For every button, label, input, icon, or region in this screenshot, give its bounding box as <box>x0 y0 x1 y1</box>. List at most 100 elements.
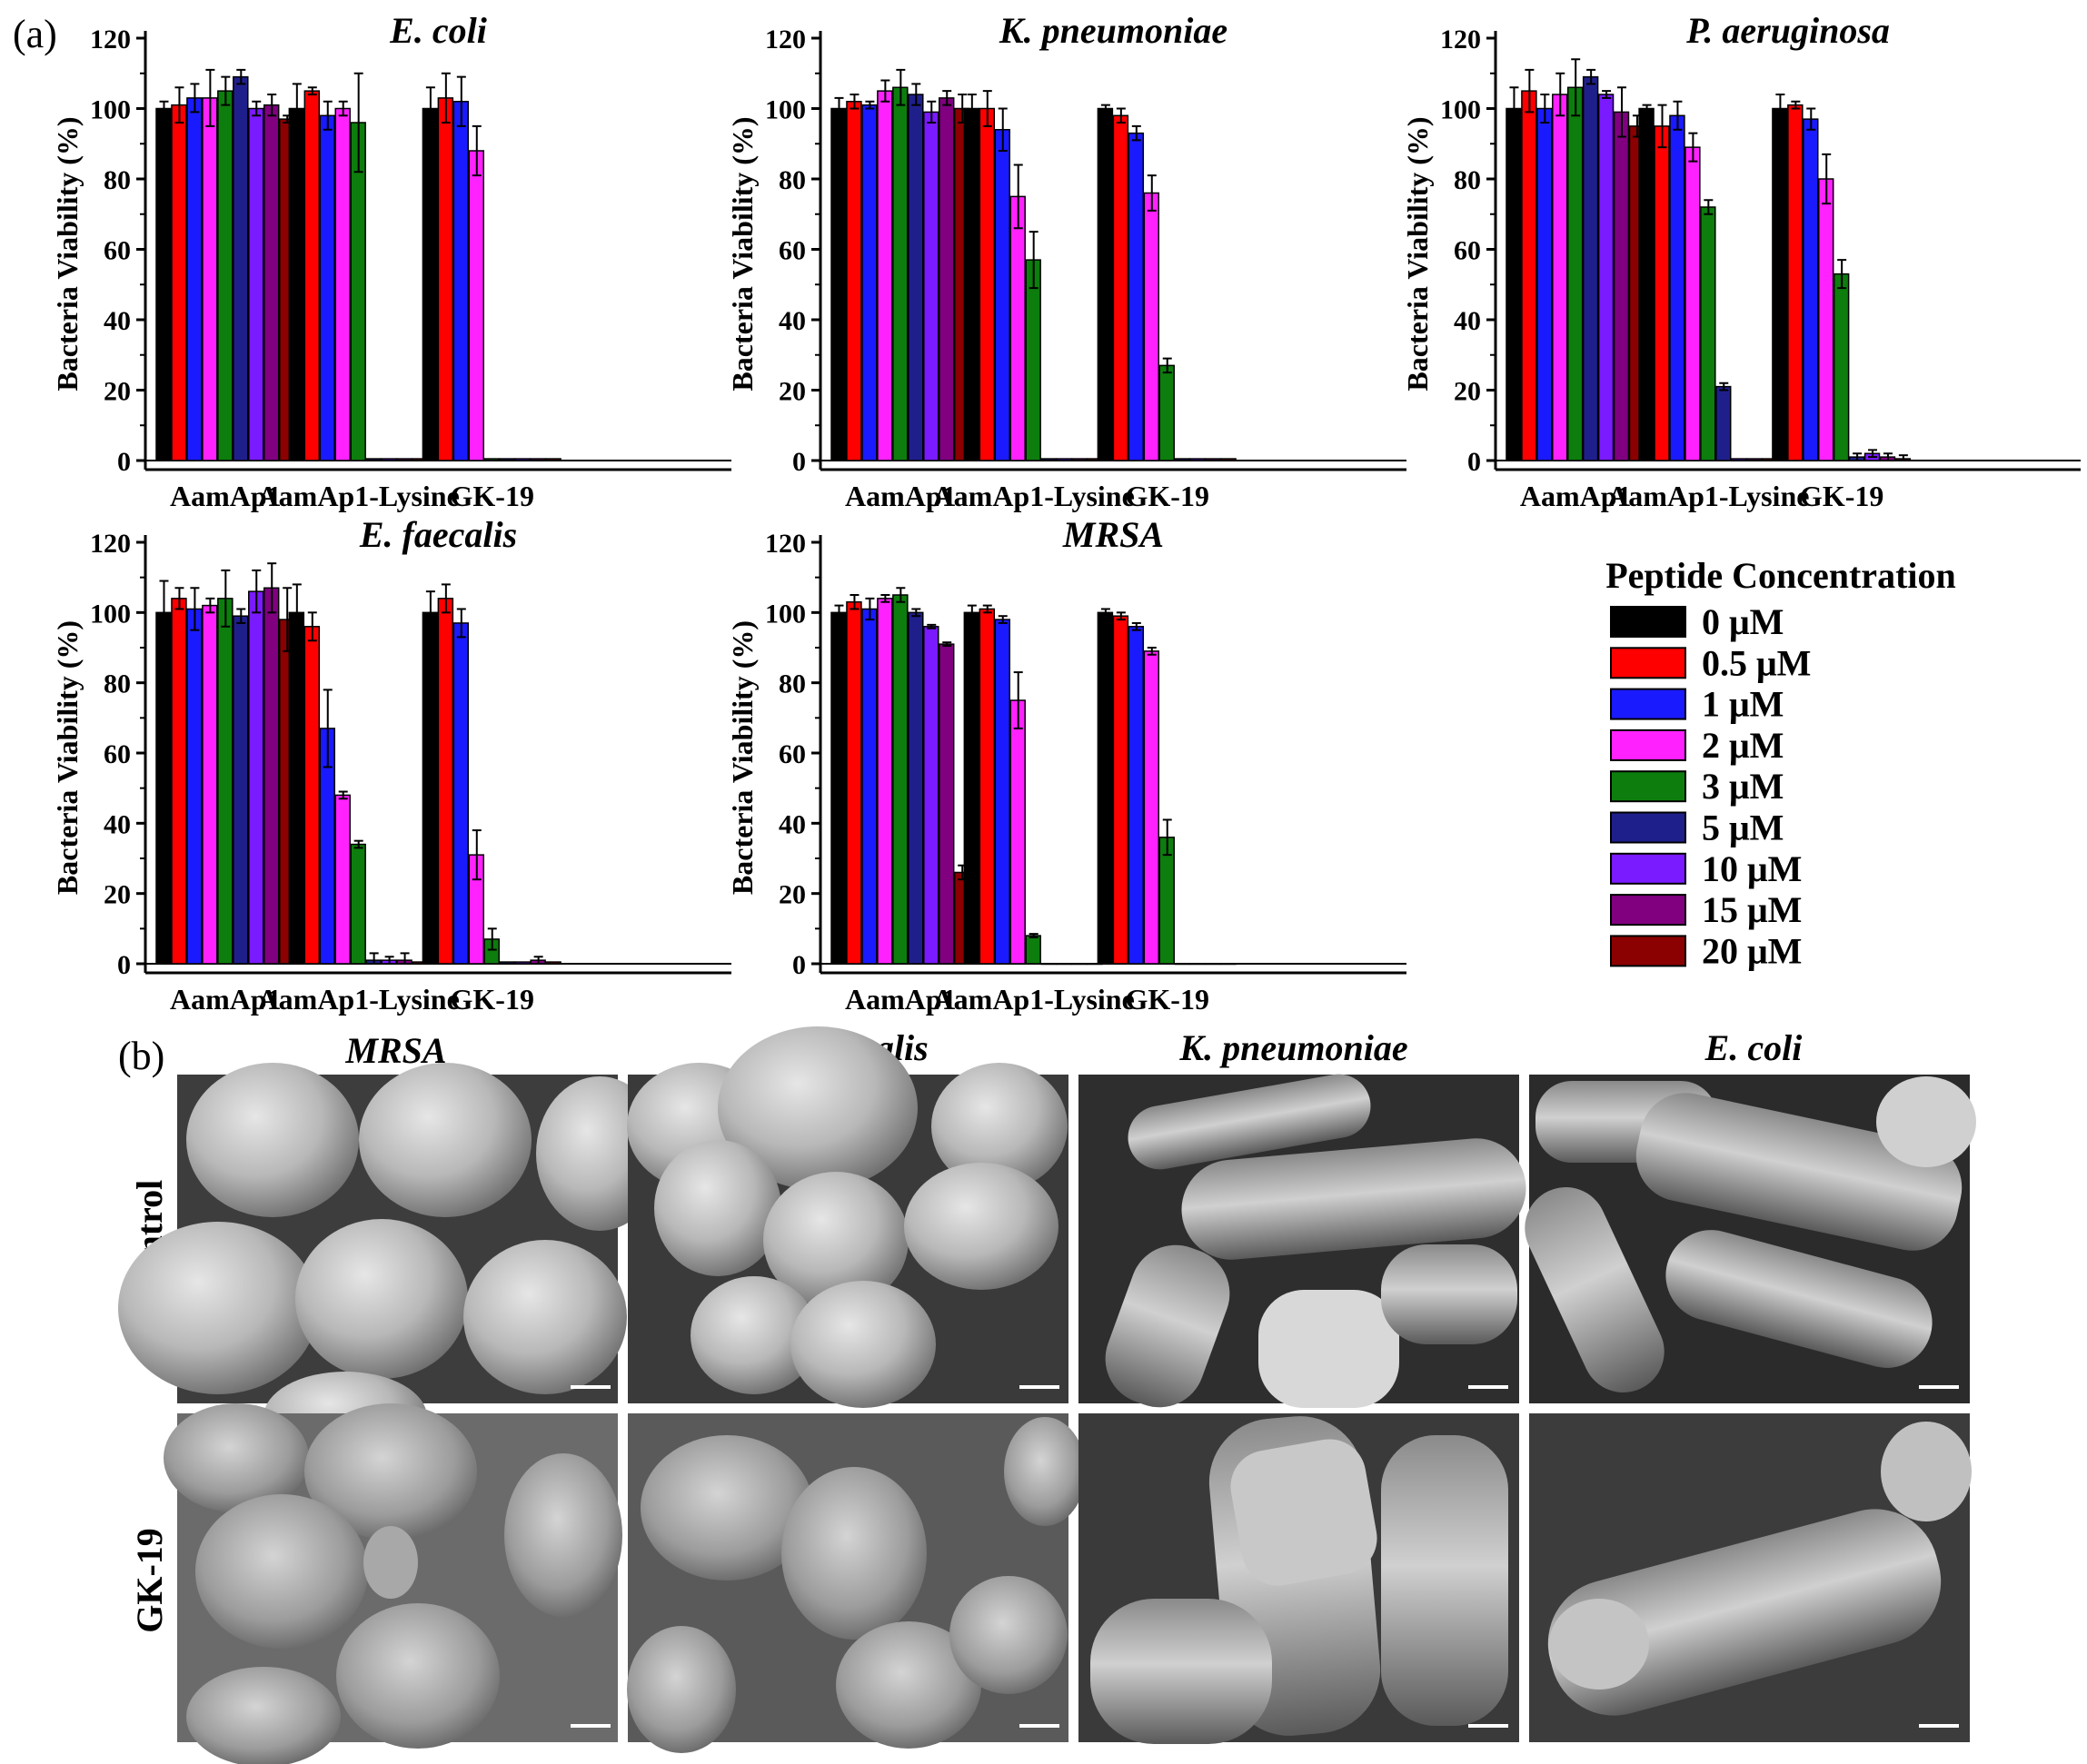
bar <box>319 114 335 461</box>
bar <box>422 107 439 461</box>
y-tick-label: 40 <box>104 809 131 839</box>
bar <box>1158 837 1175 965</box>
bar <box>233 615 249 965</box>
bar <box>846 600 862 965</box>
row-label-gk-19: GK-19 <box>129 1528 170 1633</box>
bar <box>1685 146 1701 461</box>
bar <box>499 458 515 461</box>
legend-label: 0 μM <box>1702 601 1784 642</box>
bar <box>1189 458 1206 461</box>
y-tick-label: 60 <box>104 739 131 769</box>
bar <box>1521 90 1537 461</box>
y-tick-label: 20 <box>1454 377 1481 407</box>
y-axis-label: Bacteria Viability (%) <box>51 116 84 391</box>
x-tick-label: AamAp1-Lysine <box>258 480 460 512</box>
bar <box>1803 118 1819 461</box>
bar <box>1009 699 1026 965</box>
bar <box>1205 458 1221 461</box>
micrograph-panel: MRSA E. faecalis K. pneumoniae E. coli C… <box>118 1026 1976 1764</box>
bar <box>514 458 531 461</box>
y-axis-label: Bacteria Viability (%) <box>726 620 759 895</box>
bar <box>892 594 909 965</box>
y-tick-label: 120 <box>765 529 806 559</box>
bar <box>1071 963 1088 966</box>
legend-label: 1 μM <box>1702 684 1784 725</box>
y-tick-label: 80 <box>104 669 131 699</box>
bar <box>923 626 939 965</box>
legend: Peptide Concentration 0 μM0.5 μM1 μM2 μM… <box>1605 555 1956 971</box>
bar <box>263 587 280 965</box>
x-tick-label: GK-19 <box>451 983 534 1016</box>
panel-label-b: (b) <box>118 1034 164 1078</box>
bar <box>1128 132 1145 461</box>
x-tick-label: AamAp1-Lysine <box>258 983 460 1016</box>
bar <box>994 619 1010 965</box>
y-tick-label: 40 <box>104 306 131 336</box>
bar <box>1112 114 1129 461</box>
y-tick-label: 20 <box>104 880 131 910</box>
legend-label: 0.5 μM <box>1702 642 1811 683</box>
y-tick-label: 0 <box>1467 447 1481 477</box>
bar <box>994 129 1010 461</box>
bar <box>938 97 955 461</box>
legend-swatch <box>1610 728 1686 761</box>
legend-swatch <box>1610 852 1686 885</box>
bar <box>545 961 562 965</box>
bar <box>861 104 878 461</box>
chart-title: K. pneumoniae <box>999 10 1227 51</box>
chart-title: E. faecalis <box>359 514 517 555</box>
bar <box>1112 615 1129 965</box>
x-tick-label: AamAp1-Lysine <box>933 480 1135 512</box>
y-tick-label: 60 <box>779 236 806 266</box>
bar <box>437 97 454 461</box>
bar <box>1143 650 1160 965</box>
bar <box>1566 86 1584 461</box>
bar <box>938 643 955 965</box>
x-tick-label: AamAp1 <box>845 983 957 1016</box>
bar <box>217 598 234 965</box>
bar <box>202 604 218 965</box>
bar <box>530 458 546 461</box>
sem-image-k-pneumoniae-control <box>1078 1074 1526 1408</box>
bar <box>1833 273 1850 461</box>
bar <box>334 107 351 461</box>
bar <box>437 598 454 965</box>
legend-swatch <box>1610 647 1686 679</box>
bar <box>1174 458 1190 461</box>
x-tick-label: AamAp1-Lysine <box>933 983 1135 1016</box>
x-tick-label: GK-19 <box>1126 983 1209 1016</box>
y-tick-label: 60 <box>779 739 806 769</box>
legend-swatch <box>1610 935 1686 967</box>
bar <box>923 111 939 461</box>
legend-label: 10 μM <box>1702 848 1802 889</box>
chart-1: 0 20 40 60 80 100 120 Bacteria Viability (%) K. … <box>726 10 1406 512</box>
chart-title: P. aeruginosa <box>1685 10 1890 51</box>
chart-0: 0 20 40 60 80 100 120 Bacteria Viability (%) E. … <box>51 10 731 512</box>
bar <box>1700 206 1716 461</box>
chart-2: 0 20 40 60 80 100 120 Bacteria Viability (%) P. … <box>1401 10 2081 512</box>
bar <box>303 90 321 461</box>
y-tick-label: 0 <box>792 447 806 477</box>
x-tick-label: GK-19 <box>451 480 534 512</box>
bar <box>1097 107 1114 461</box>
legend-label: 15 μM <box>1702 889 1802 930</box>
bar <box>186 97 203 461</box>
y-tick-label: 40 <box>1454 306 1481 336</box>
y-axis-label: Bacteria Viability (%) <box>1401 116 1434 391</box>
bar <box>1597 94 1615 461</box>
bar <box>263 104 280 461</box>
legend-swatch <box>1610 894 1686 927</box>
y-tick-label: 40 <box>779 809 806 839</box>
y-tick-label: 120 <box>765 25 806 55</box>
sem-image-e-faecalis-control <box>627 1026 1068 1408</box>
sem-image-e-coli-gk19 <box>1529 1413 1972 1742</box>
chart-title: MRSA <box>1062 514 1164 555</box>
bar <box>1025 935 1041 965</box>
x-tick-label: AamAp1 <box>845 480 957 512</box>
sem-image-mrsa-gk19 <box>164 1403 622 1764</box>
y-tick-label: 120 <box>1440 25 1481 55</box>
y-tick-label: 60 <box>1454 236 1481 266</box>
legend-swatch <box>1610 606 1686 638</box>
